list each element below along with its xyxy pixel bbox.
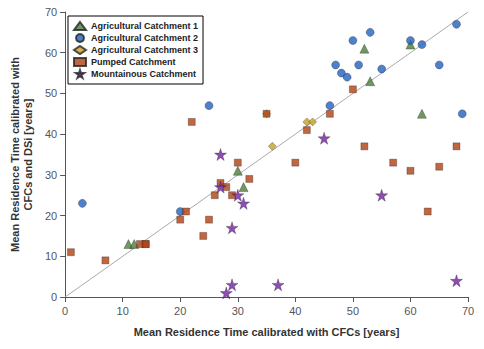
- svg-text:Agricultural Catchment 1: Agricultural Catchment 1: [91, 21, 198, 31]
- svg-text:40: 40: [45, 128, 57, 140]
- svg-text:0: 0: [62, 305, 68, 317]
- svg-text:70: 70: [462, 305, 474, 317]
- svg-text:Mountainous Catchment: Mountainous Catchment: [91, 69, 196, 79]
- svg-text:50: 50: [45, 87, 57, 99]
- svg-text:60: 60: [404, 305, 416, 317]
- svg-text:10: 10: [117, 305, 129, 317]
- svg-text:Pumped Catchment: Pumped Catchment: [91, 57, 176, 67]
- svg-text:10: 10: [45, 250, 57, 262]
- svg-text:30: 30: [45, 169, 57, 181]
- svg-text:CFCs and DSi [years]: CFCs and DSi [years]: [22, 98, 34, 210]
- svg-text:Agricultural Catchment 2: Agricultural Catchment 2: [91, 33, 198, 43]
- svg-text:0: 0: [51, 291, 57, 303]
- svg-text:50: 50: [347, 305, 359, 317]
- svg-text:70: 70: [45, 6, 57, 18]
- svg-text:20: 20: [174, 305, 186, 317]
- svg-text:20: 20: [45, 210, 57, 222]
- svg-text:60: 60: [45, 47, 57, 59]
- svg-text:30: 30: [232, 305, 244, 317]
- svg-text:40: 40: [289, 305, 301, 317]
- svg-text:Mean Residence Time calibrated: Mean Residence Time calibrated with: [9, 57, 21, 252]
- svg-text:Mean Residence Time calibrated: Mean Residence Time calibrated with CFCs…: [134, 326, 400, 338]
- svg-text:Agricultural Catchment 3: Agricultural Catchment 3: [91, 45, 198, 55]
